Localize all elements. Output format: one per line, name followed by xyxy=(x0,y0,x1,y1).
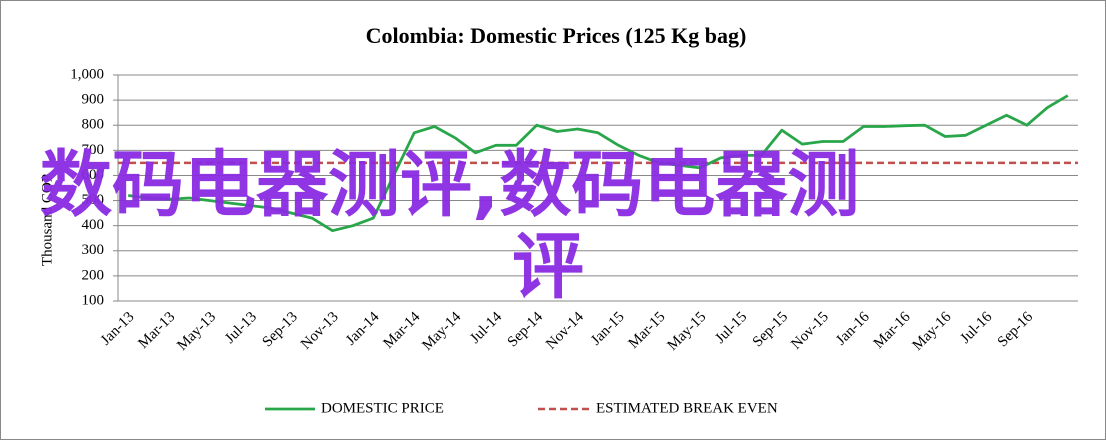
y-axis-title: Thousand COP xyxy=(39,174,55,266)
watermark: 评 xyxy=(512,225,584,309)
legend-label: ESTIMATED BREAK EVEN xyxy=(596,400,778,416)
y-tick-label: 100 xyxy=(82,292,105,308)
y-tick-label: 1,000 xyxy=(70,66,104,82)
price-line xyxy=(128,94,1069,233)
y-tick-label: 600 xyxy=(82,167,105,183)
y-tick-label: 800 xyxy=(82,117,105,133)
y-tick-label: 300 xyxy=(82,242,105,258)
y-tick-label: 400 xyxy=(82,217,105,233)
y-tick-label: 900 xyxy=(82,92,105,108)
y-tick-label: 500 xyxy=(82,192,105,208)
legend-label: DOMESTIC PRICE xyxy=(321,400,444,416)
watermark: 数码电器测评,数码电器测 xyxy=(40,143,859,227)
y-tick-label: 700 xyxy=(82,142,105,158)
y-tick-label: 200 xyxy=(82,267,105,283)
chart-title: Colombia: Domestic Prices (125 Kg bag) xyxy=(366,23,747,48)
